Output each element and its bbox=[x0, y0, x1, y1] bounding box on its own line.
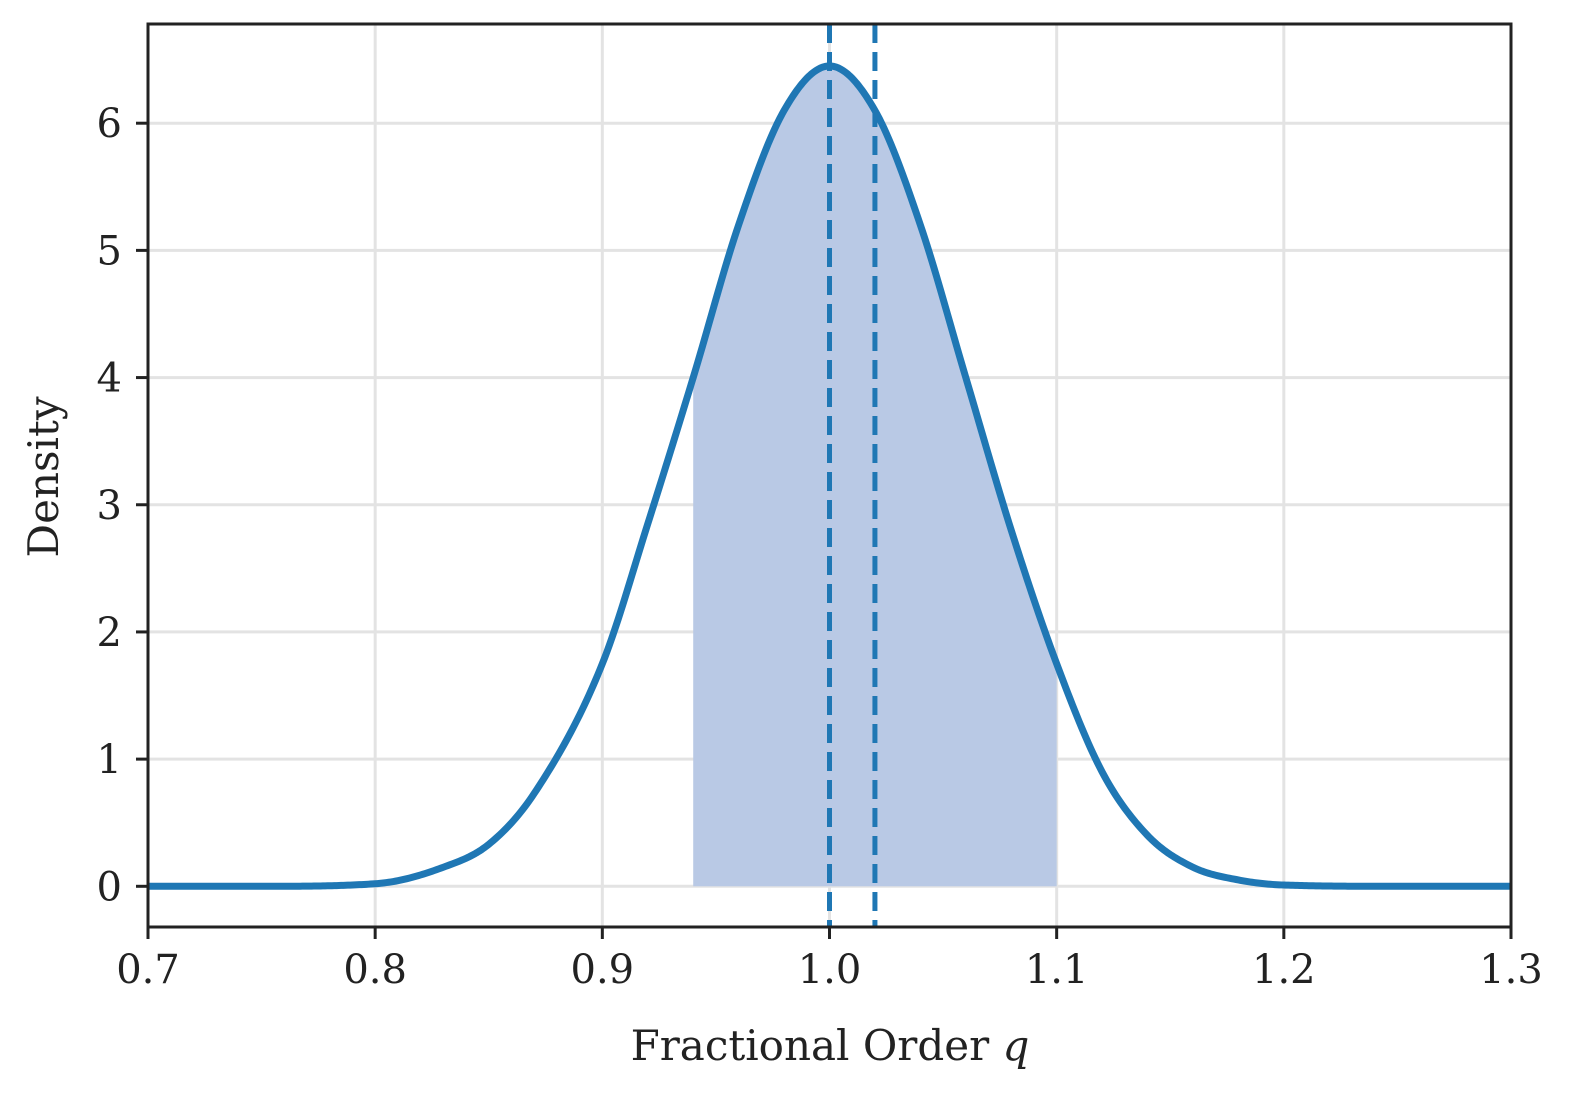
x-tick-label: 1.2 bbox=[1252, 947, 1316, 993]
x-tick-label: 1.3 bbox=[1479, 947, 1543, 993]
x-axis-symbol: q bbox=[1003, 1021, 1030, 1070]
vertical-lines-layer bbox=[827, 24, 878, 927]
y-tick-label: 0 bbox=[97, 864, 122, 910]
y-ticks: 0 1 2 3 4 5 6 bbox=[97, 101, 148, 910]
y-tick-label: 1 bbox=[97, 737, 122, 783]
y-tick-label: 6 bbox=[97, 101, 122, 147]
y-tick-label: 4 bbox=[97, 356, 122, 402]
y-tick-label: 5 bbox=[97, 228, 122, 274]
y-tick-label: 3 bbox=[97, 483, 122, 529]
x-tick-label: 0.8 bbox=[343, 947, 407, 993]
x-tick-label: 0.9 bbox=[571, 947, 635, 993]
y-tick-label: 2 bbox=[97, 610, 122, 656]
x-tick-label: 1.0 bbox=[798, 947, 862, 993]
y-axis-label: Density bbox=[19, 396, 68, 557]
x-tick-label: 0.7 bbox=[116, 947, 180, 993]
x-tick-label: 1.1 bbox=[1025, 947, 1089, 993]
x-axis-label: Fractional Order q bbox=[631, 1021, 1030, 1070]
x-ticks: 0.7 0.8 0.9 1.0 1.1 1.2 1.3 bbox=[116, 927, 1543, 993]
